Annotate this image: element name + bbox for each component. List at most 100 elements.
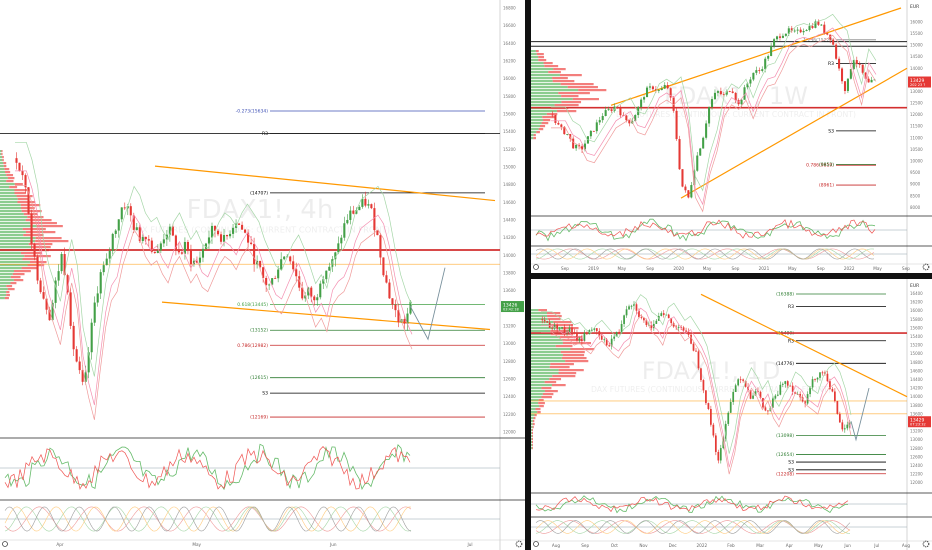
volume-profile-bar-up — [531, 330, 551, 333]
price-axis-tick: 15000 — [910, 351, 923, 356]
volume-profile-bar-up — [0, 213, 24, 216]
candle-down — [605, 339, 608, 346]
current-price-tag — [908, 416, 931, 428]
volume-profile-bar-up — [0, 168, 5, 171]
candle-down — [739, 379, 742, 381]
top-right-chart-panel[interactable]: FDAX1!, 1W DAX FUTURES (CONTINUOUS: CURRE… — [531, 0, 932, 273]
volume-profile-bar-up — [531, 390, 545, 393]
candle-down — [619, 107, 622, 116]
candle-down — [598, 331, 601, 336]
panel-divider-horizontal[interactable] — [531, 273, 932, 279]
candle-down — [541, 319, 544, 321]
projection-path — [409, 267, 446, 341]
volume-profile-bar-down — [552, 80, 575, 83]
volume-profile-bar-down — [538, 402, 545, 405]
volume-profile-bar-down — [5, 171, 11, 174]
volume-profile-bar-up — [0, 183, 15, 186]
volume-profile-bar-up — [531, 348, 571, 351]
price-axis-tick: 13600 — [910, 411, 923, 416]
price-axis-tick: 13800 — [503, 271, 516, 276]
candle-up — [90, 322, 93, 353]
candle-down — [705, 390, 707, 404]
volume-profile-bar-down — [6, 174, 14, 177]
volume-profile-bar-up — [0, 186, 10, 189]
candle-down — [189, 249, 192, 265]
candle-down — [551, 114, 554, 116]
candle-up — [231, 227, 235, 234]
candle-down — [219, 234, 223, 242]
candle-up — [607, 109, 610, 111]
candle-up — [648, 86, 652, 88]
trend-line — [610, 7, 902, 106]
volume-profile-bar-up — [531, 113, 547, 116]
time-axis-tick: Apr — [786, 543, 794, 548]
price-axis-tick: 15000 — [503, 165, 516, 170]
candle-down — [147, 239, 150, 241]
volume-profile-bar-down — [17, 201, 36, 204]
volume-profile-bar-up — [0, 189, 15, 192]
time-axis-tick: Nov — [639, 543, 648, 548]
candle-up — [732, 392, 735, 402]
candle-up — [734, 385, 737, 393]
time-axis-tick: May — [814, 543, 823, 548]
price-axis-tick: 9000 — [910, 182, 921, 187]
bottom-right-chart-panel[interactable]: FDAX1!, 1D DAX FUTURES (CONTINUOUS: CURRE… — [531, 279, 932, 550]
price-axis-tick: 14600 — [910, 368, 923, 373]
candle-down — [672, 323, 675, 327]
candle-up — [787, 28, 790, 34]
candle-down — [778, 36, 782, 38]
time-axis-tick: Dec — [669, 543, 678, 548]
price-axis-tick: 16800 — [503, 6, 516, 11]
volume-profile-bar-down — [536, 131, 540, 134]
volume-profile-bar-up — [0, 165, 4, 168]
volume-profile-bar-up — [0, 264, 28, 267]
current-price-label: 13429 — [910, 418, 924, 424]
candle-up — [283, 256, 286, 260]
volume-profile-bar-down — [562, 339, 583, 342]
candle-up — [764, 58, 767, 70]
current-price-tag — [501, 301, 524, 313]
candle-down — [144, 236, 147, 240]
volume-profile-bar-down — [7, 288, 15, 291]
volume-profile-bar-up — [531, 420, 533, 423]
candle-up — [156, 250, 159, 253]
candle-down — [855, 60, 858, 65]
volume-profile-bar-down — [25, 219, 52, 222]
panel-divider-vertical[interactable] — [525, 0, 531, 550]
volume-profile-bar-up — [531, 336, 561, 339]
candle-up — [781, 35, 784, 38]
price-axis-tick: 12800 — [503, 359, 516, 364]
candle-up — [126, 206, 129, 209]
candle-up — [593, 328, 596, 330]
volume-profile-bar-down — [1, 150, 3, 153]
gear-icon[interactable] — [922, 263, 930, 271]
gear-icon[interactable] — [922, 540, 930, 548]
candle-up — [198, 257, 202, 263]
time-axis-tick: Sep — [732, 266, 740, 271]
candle-down — [832, 39, 835, 45]
candle-down — [824, 372, 826, 374]
left-chart-panel[interactable]: FDAX1!, 4h DAX FUTURES (CONTINUOUS: CURRE… — [0, 0, 525, 550]
price-axis-tick: 16000 — [503, 76, 516, 81]
gear-icon[interactable] — [515, 540, 523, 548]
candle-up — [578, 338, 581, 341]
candle-down — [742, 379, 744, 381]
volume-profile-bar-up — [0, 162, 4, 165]
volume-profile-bar-down — [562, 342, 592, 345]
candle-up — [852, 60, 855, 70]
level-label: R3 — [788, 338, 794, 344]
candle-down — [66, 275, 69, 293]
candle-up — [729, 401, 732, 413]
price-axis-tick: 15500 — [910, 31, 923, 36]
time-axis-tick: Sep — [646, 266, 654, 271]
volume-profile-bar-down — [554, 104, 579, 107]
candle-down — [790, 28, 793, 31]
candle-up — [752, 72, 755, 80]
candle-up — [210, 225, 214, 238]
candle-down — [186, 241, 189, 250]
time-axis-tick: Sep — [817, 266, 825, 271]
candle-down — [710, 408, 712, 425]
